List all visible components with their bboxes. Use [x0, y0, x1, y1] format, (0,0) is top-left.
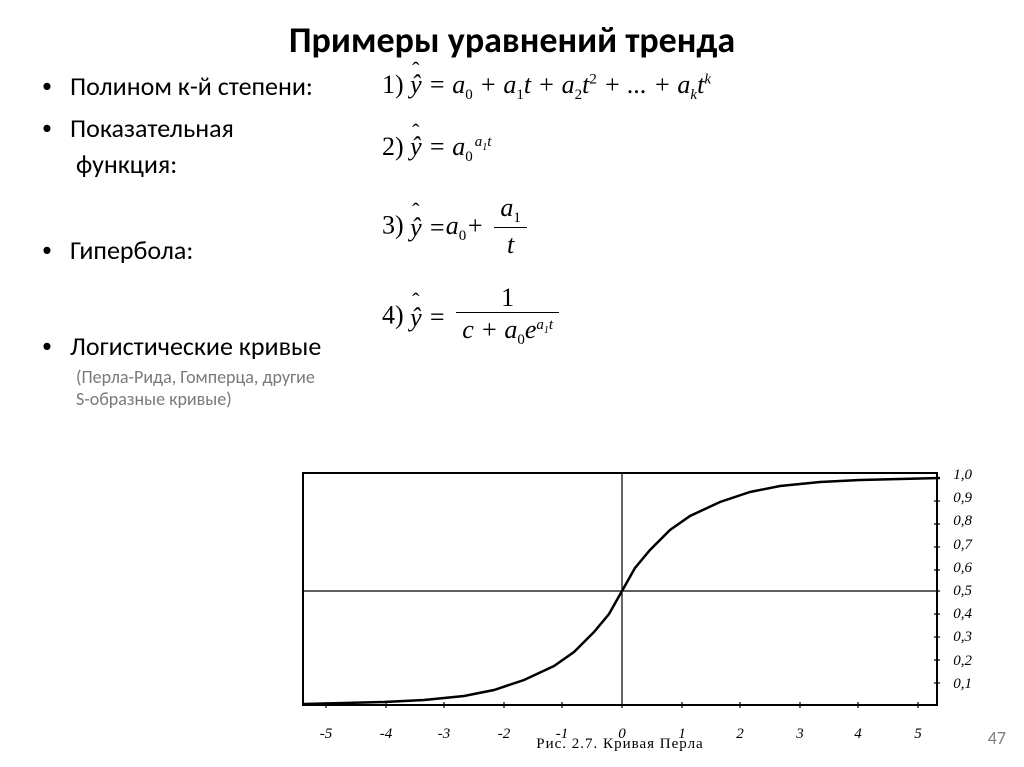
bullet-text: Гипербола:: [70, 234, 193, 266]
bullet-dot-icon: •: [42, 112, 70, 144]
bullet-hyperbola: • Гипербола:: [42, 234, 382, 266]
bullet-dot-icon: •: [42, 234, 70, 266]
y-axis-labels: 1,0 0,9 0,8 0,7 0,6 0,5 0,4 0,3 0,2 0,1: [953, 468, 972, 700]
x-tick-label: 4: [854, 726, 862, 743]
bullet-text: Показательная: [70, 112, 234, 144]
bullet-text-cont: функция:: [76, 148, 382, 180]
bullet-exponential: • Показательная: [42, 112, 382, 144]
bullet-text: Логистические кривые: [70, 330, 321, 362]
x-tick-label: 5: [914, 726, 922, 743]
y-tick-label: 0,6: [953, 561, 972, 584]
bullet-text: Полином к-й степени:: [70, 70, 313, 102]
chart-plot-area: 1,0 0,9 0,8 0,7 0,6 0,5 0,4 0,3 0,2 0,1 …: [302, 472, 938, 706]
y-tick-label: 0,3: [953, 630, 972, 653]
equation-logistic: 4) ŷ = 1 c + a0ea1t: [382, 284, 1004, 351]
bullet-dot-icon: •: [42, 330, 70, 362]
y-tick-label: 1,0: [953, 468, 972, 491]
eq-number: 3): [382, 211, 404, 240]
bullet-logistic: • Логистические кривые: [42, 330, 382, 362]
y-tick-label: 0,5: [953, 584, 972, 607]
y-tick-label: 0,1: [953, 677, 972, 700]
eq-number: 1): [382, 70, 404, 99]
chart-svg: [304, 474, 940, 708]
x-tick-label: -3: [438, 726, 451, 743]
x-tick-label: 0: [618, 726, 626, 743]
x-tick-label: 3: [796, 726, 804, 743]
equation-exponential: 2) ŷ = a0a1t: [382, 132, 1004, 166]
bullet-polynomial: • Полином к-й степени:: [42, 70, 382, 102]
y-tick-marks: [934, 478, 940, 683]
bullet-list: • Полином к-й степени: • Показательная ф…: [42, 70, 382, 410]
logistic-curve-chart: 1,0 0,9 0,8 0,7 0,6 0,5 0,4 0,3 0,2 0,1 …: [302, 472, 980, 753]
x-tick-label: -5: [320, 726, 333, 743]
y-tick-label: 0,7: [953, 538, 972, 561]
x-tick-label: 1: [678, 726, 686, 743]
x-tick-label: -4: [380, 726, 393, 743]
y-tick-label: 0,8: [953, 514, 972, 537]
x-tick-label: -2: [498, 726, 511, 743]
page-title: Примеры уравнений тренда: [0, 0, 1024, 70]
x-tick-label: -1: [556, 726, 569, 743]
eq-number: 4): [382, 300, 404, 329]
bullet-subtext: (Перла-Рида, Гомперца, другие: [76, 366, 382, 388]
eq-number: 2): [382, 132, 404, 161]
page-number: 47: [988, 727, 1006, 749]
y-tick-label: 0,9: [953, 491, 972, 514]
x-tick-label: 2: [736, 726, 744, 743]
equation-hyperbola: 3) ŷ =a0+ a1 t: [382, 194, 1004, 261]
equations-column: 1) ŷ = a0 + a1t + a2t2 + ... + aktk 2) ŷ…: [382, 70, 1004, 410]
y-tick-label: 0,2: [953, 654, 972, 677]
equation-polynomial: 1) ŷ = a0 + a1t + a2t2 + ... + aktk: [382, 70, 1004, 104]
content-area: • Полином к-й степени: • Показательная ф…: [0, 70, 1024, 410]
bullet-subtext: S-образные кривые): [76, 388, 382, 410]
bullet-dot-icon: •: [42, 70, 70, 102]
y-tick-label: 0,4: [953, 607, 972, 630]
